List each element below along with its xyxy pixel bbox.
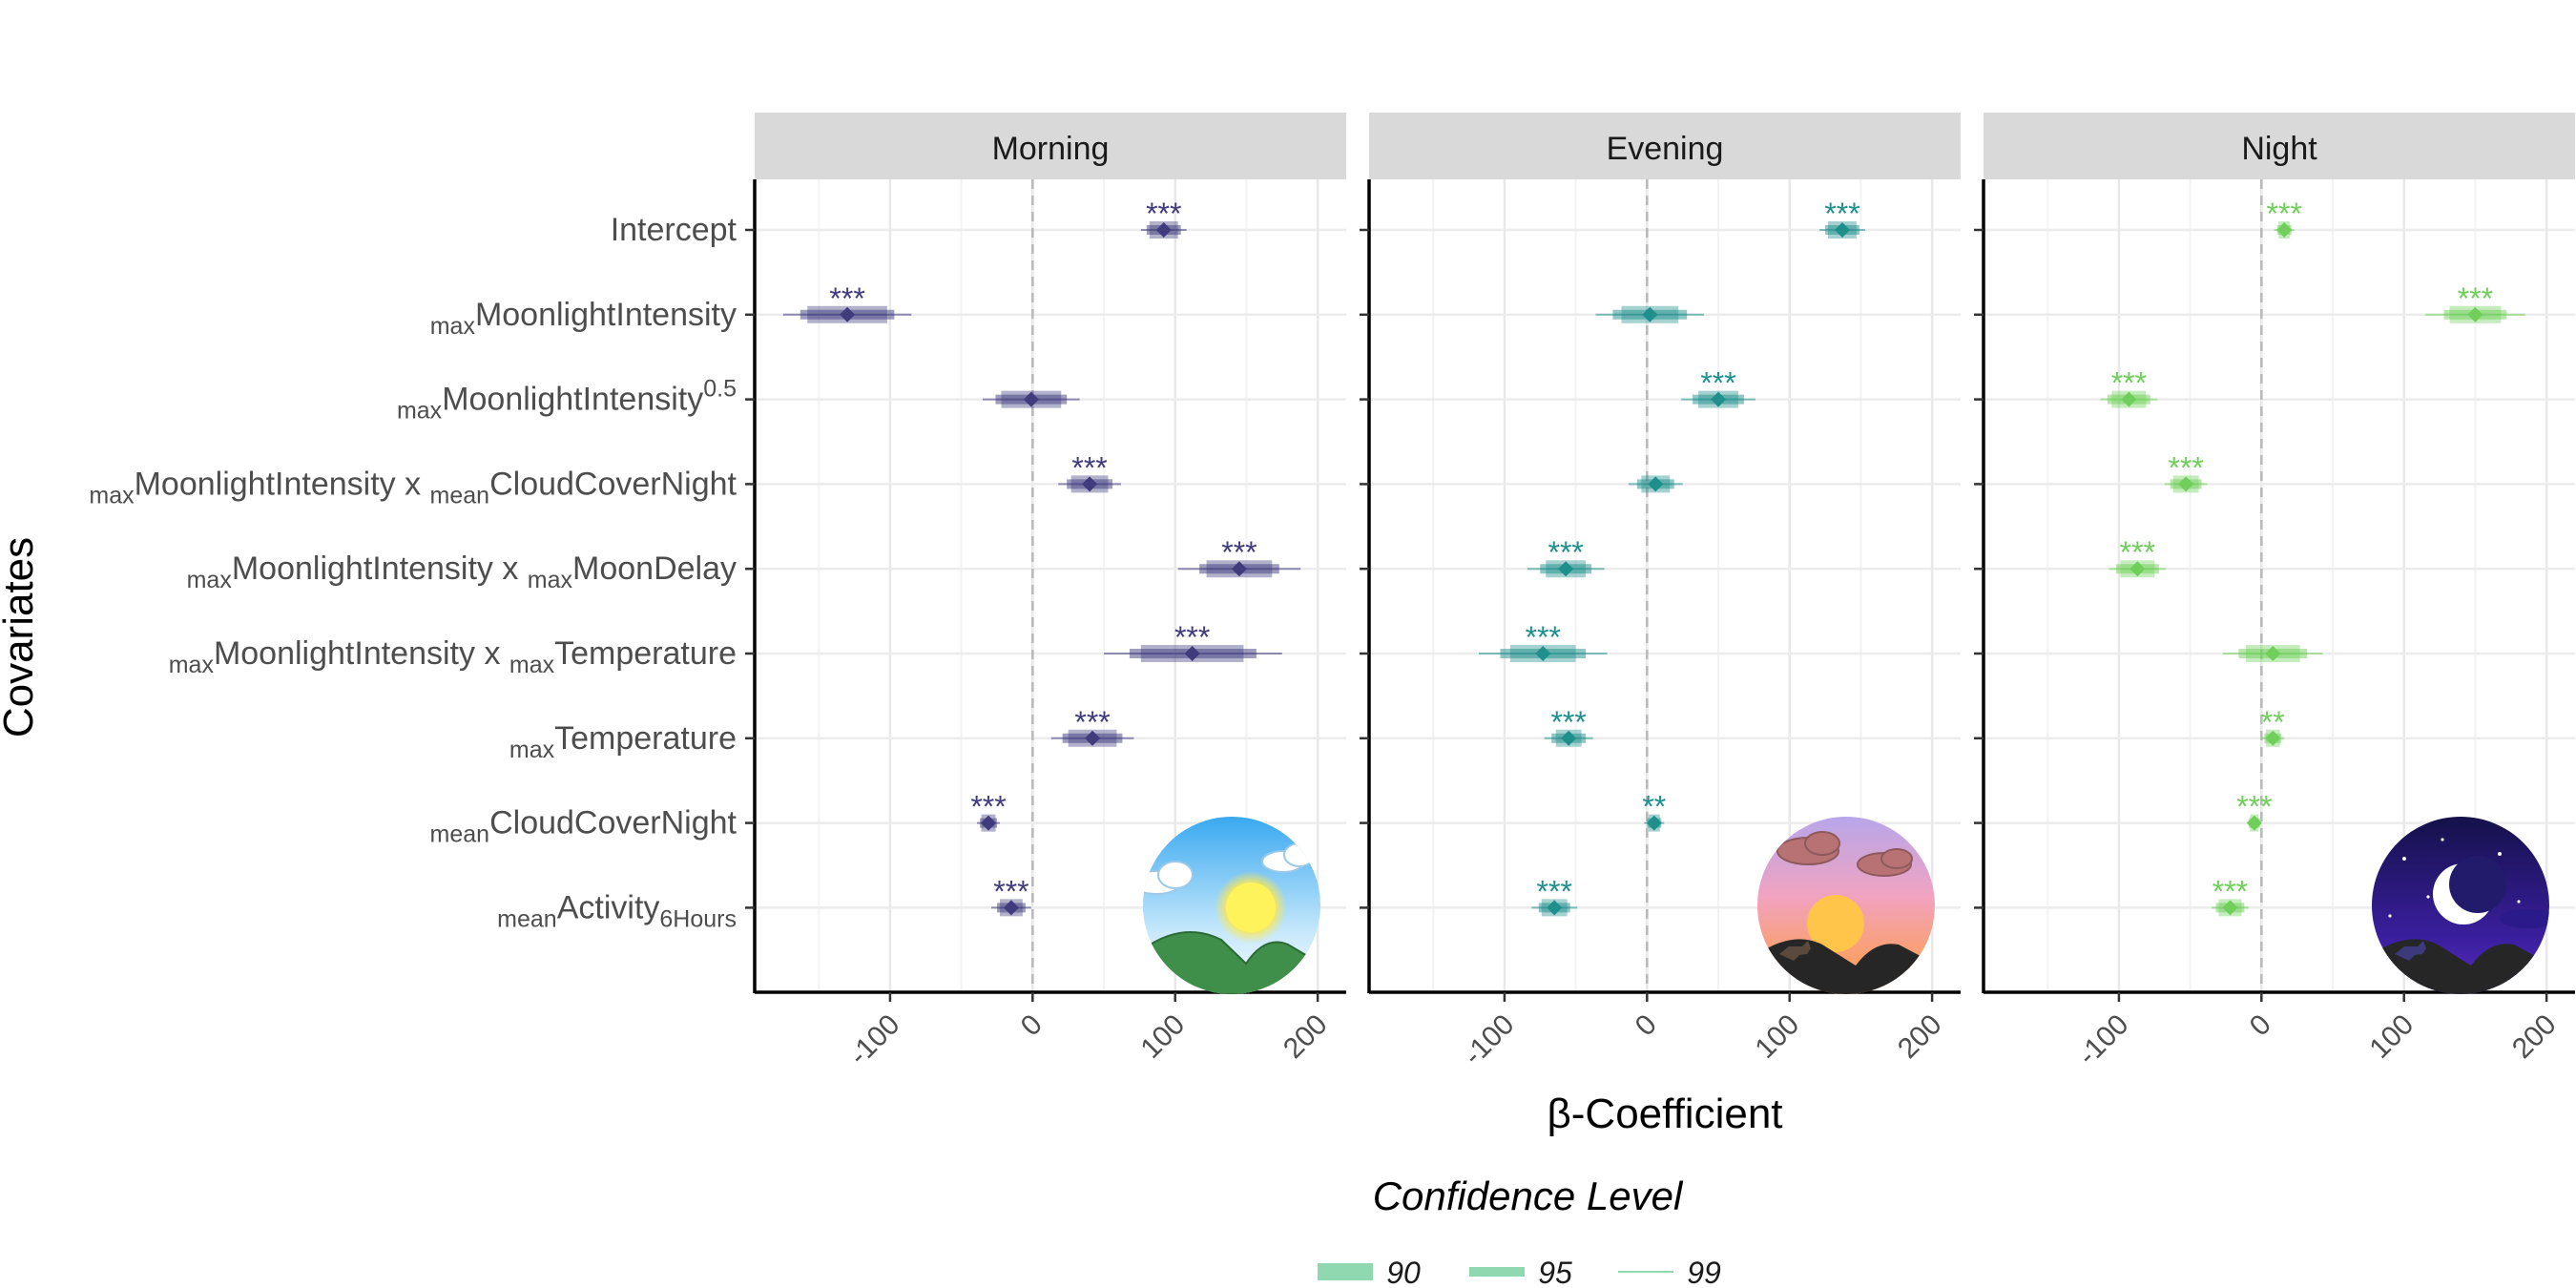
x-tick-label: -100: [2072, 1008, 2135, 1071]
estimate-point: [1184, 646, 1200, 661]
facet-label: Evening: [1607, 131, 1724, 167]
x-axis-title: β-Coefficient: [1547, 1091, 1782, 1137]
estimate-point: [2121, 391, 2137, 407]
covariate-label: maxMoonlightIntensity x maxTemperature: [169, 635, 737, 678]
significance-label: ***: [970, 790, 1006, 824]
estimate-point: [2178, 476, 2194, 492]
covariate-label: maxMoonlightIntensity: [430, 297, 737, 340]
x-tick-label: 200: [1278, 1008, 1334, 1065]
facet-strip: [755, 113, 1346, 179]
estimate-point: [2222, 900, 2238, 916]
legend-item-label: 95: [1538, 1256, 1572, 1288]
facet-label: Morning: [992, 131, 1110, 167]
significance-label: ***: [1074, 705, 1110, 739]
x-tick-label: 100: [1135, 1008, 1192, 1065]
significance-label: ***: [993, 874, 1028, 908]
estimate-point: [1023, 391, 1039, 407]
estimate-point: [2265, 646, 2281, 661]
significance-label: ***: [2212, 874, 2248, 908]
estimate-point: [840, 306, 856, 322]
x-tick-label: -100: [843, 1008, 906, 1071]
estimate-point: [1003, 900, 1019, 916]
significance-label: ***: [1146, 197, 1181, 231]
estimate-point: [2276, 222, 2293, 238]
significance-label: **: [1642, 790, 1666, 824]
covariate-label: maxTemperature: [509, 720, 737, 763]
significance-label: ***: [2168, 450, 2203, 485]
x-tick-label: 0: [1630, 1008, 1663, 1042]
significance-label: ***: [2111, 366, 2147, 401]
estimate-point: [981, 815, 997, 831]
facet-strip: [1369, 113, 1961, 179]
estimate-point: [1082, 476, 1098, 492]
facet-label: Night: [2241, 131, 2317, 167]
legend-item-label: 90: [1386, 1256, 1421, 1288]
significance-label: **: [2261, 705, 2285, 739]
significance-label: ***: [2458, 281, 2493, 316]
estimate-point: [1835, 222, 1850, 238]
estimate-point: [1711, 391, 1727, 407]
x-tick-label: -100: [1458, 1008, 1521, 1071]
estimate-point: [1155, 222, 1172, 238]
estimate-point: [1648, 476, 1664, 492]
estimate-point: [1646, 815, 1662, 831]
significance-label: ***: [1824, 197, 1859, 231]
x-tick-label: 200: [1892, 1008, 1948, 1065]
x-tick-label: 100: [1750, 1008, 1806, 1065]
x-tick-label: 100: [2364, 1008, 2420, 1065]
estimate-point: [1547, 900, 1563, 916]
x-tick-label: 200: [2506, 1008, 2563, 1065]
estimate-point: [1642, 306, 1658, 322]
significance-label: ***: [1700, 366, 1735, 401]
significance-label: ***: [829, 281, 864, 316]
estimate-point: [1231, 561, 1247, 577]
estimate-point: [1085, 730, 1101, 746]
significance-label: ***: [1548, 535, 1583, 570]
covariate-label: Intercept: [611, 212, 737, 248]
legend: Confidence Level 90 95 99: [1318, 1174, 1721, 1288]
significance-label: ***: [1526, 620, 1561, 654]
legend-title: Confidence Level: [1373, 1174, 1684, 1218]
estimate-point: [2265, 730, 2281, 746]
significance-label: ***: [2236, 790, 2272, 824]
legend-item-label: 99: [1687, 1256, 1721, 1288]
facet-strip: [1984, 113, 2575, 179]
covariate-label: meanCloudCoverNight: [430, 805, 737, 848]
sunset-scene-image: [1757, 817, 1935, 994]
covariate-label: maxMoonlightIntensity x meanCloudCoverNi…: [89, 466, 737, 509]
estimate-point: [2129, 561, 2146, 577]
x-tick-label: 0: [2244, 1008, 2277, 1042]
significance-label: ***: [1550, 705, 1586, 739]
sun-scene-image: [1143, 817, 1320, 994]
night-scene-image: [2372, 817, 2549, 994]
covariate-label: maxMoonlightIntensity0.5: [397, 376, 737, 425]
x-tick-label: 0: [1015, 1008, 1049, 1042]
significance-label: ***: [2120, 535, 2155, 570]
estimate-point: [2246, 815, 2262, 831]
estimate-point: [1561, 730, 1577, 746]
panel-night: -100 0 100 200***********************: [1974, 179, 2575, 1071]
significance-label: ***: [1537, 874, 1572, 908]
covariate-label: meanActivity6Hours: [497, 889, 737, 932]
estimate-point: [1535, 646, 1551, 661]
significance-label: ***: [2267, 197, 2302, 231]
covariate-label: maxMoonlightIntensity x maxMoonDelay: [187, 551, 737, 593]
estimate-point: [1558, 561, 1574, 577]
estimate-point: [2467, 306, 2483, 322]
significance-label: ***: [1174, 620, 1210, 654]
y-axis-title: Covariates: [0, 537, 42, 737]
significance-label: ***: [1221, 535, 1257, 570]
significance-label: ***: [1071, 450, 1107, 485]
